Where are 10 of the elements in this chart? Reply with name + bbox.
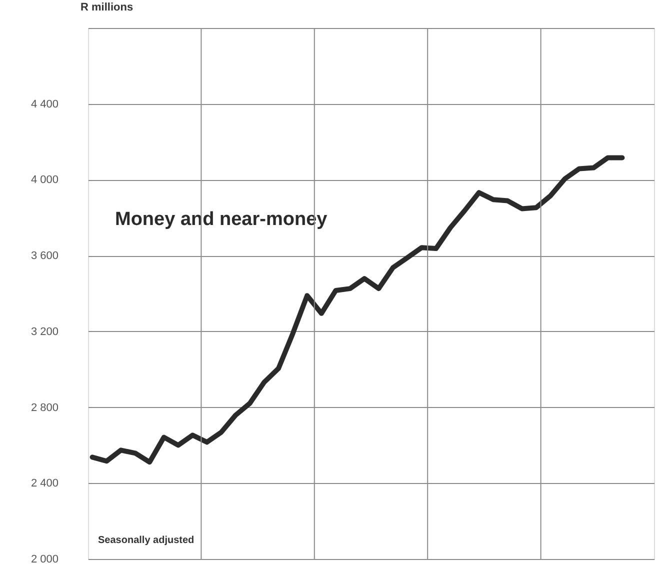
y-tick-label: 3 200: [30, 326, 58, 338]
y-axis-title: R millions: [80, 2, 134, 14]
text: Money and near-money: [115, 209, 328, 230]
y-tick-label: 2 000: [30, 554, 58, 564]
y-tick-label: 2 400: [30, 478, 58, 490]
y-tick-label: 4 000: [30, 174, 58, 186]
y-tick-label: 2 800: [30, 402, 58, 414]
y-tick-label: 4 400: [30, 98, 58, 110]
annotation: Seasonally adjusted: [98, 535, 194, 546]
y-tick-label: 3 600: [30, 250, 58, 262]
